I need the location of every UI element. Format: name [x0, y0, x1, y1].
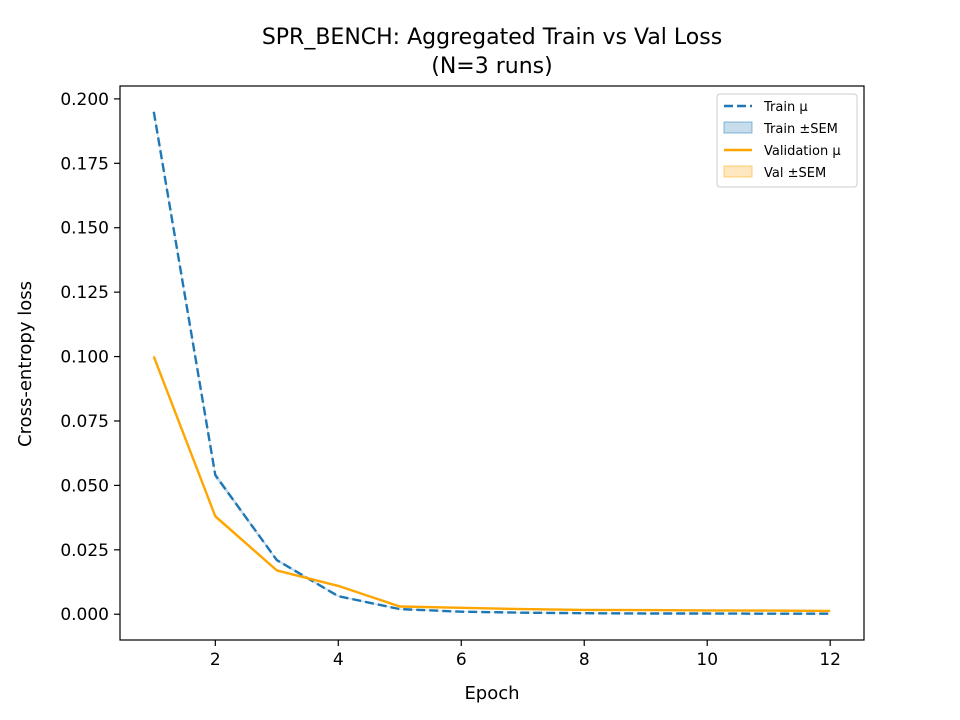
- legend-label: Val ±SEM: [764, 166, 826, 181]
- y-tick-label: 0.025: [60, 541, 109, 561]
- y-tick-label: 0.125: [60, 283, 109, 303]
- y-axis-label: Cross-entropy loss: [15, 281, 36, 447]
- legend: Train μ Train ±SEM Validation μ Val ±SEM: [716, 93, 858, 188]
- legend-label: Train ±SEM: [763, 122, 838, 137]
- sem-band-1: [153, 354, 831, 612]
- y-tick-label: 0.175: [60, 154, 109, 174]
- legend-box: [716, 93, 858, 188]
- plot-frame: [119, 85, 865, 641]
- legend-label: Validation μ: [764, 144, 841, 159]
- x-tick-label: 2: [210, 650, 221, 670]
- legend-band-swatch: [723, 165, 753, 178]
- legend-label: Train μ: [763, 100, 808, 115]
- x-tick-label: 10: [696, 650, 718, 670]
- x-axis-ticks: 2 4 6 8 10 12: [210, 640, 841, 670]
- legend-band-swatch: [723, 121, 753, 134]
- x-tick-label: 6: [456, 650, 467, 670]
- chart-title: SPR_BENCH: Aggregated Train vs Val Loss: [262, 25, 722, 50]
- x-tick-label: 4: [333, 650, 344, 670]
- chart-subtitle: (N=3 runs): [431, 54, 552, 79]
- series-line-0: [152, 111, 831, 615]
- x-axis-label: Epoch: [464, 683, 519, 704]
- y-tick-label: 0.100: [60, 348, 109, 368]
- y-tick-label: 0.050: [60, 476, 109, 496]
- y-tick-label: 0.200: [60, 90, 109, 110]
- x-tick-label: 8: [579, 650, 590, 670]
- y-tick-label: 0.075: [60, 412, 109, 432]
- series-line-1: [152, 356, 831, 613]
- y-axis-ticks: 0.000 0.025 0.050 0.075 0.100 0.125 0.150 0.175…: [60, 90, 120, 625]
- y-tick-label: 0.000: [60, 605, 109, 625]
- y-tick-label: 0.150: [60, 219, 109, 239]
- x-tick-label: 12: [819, 650, 841, 670]
- series-lines: [152, 111, 831, 615]
